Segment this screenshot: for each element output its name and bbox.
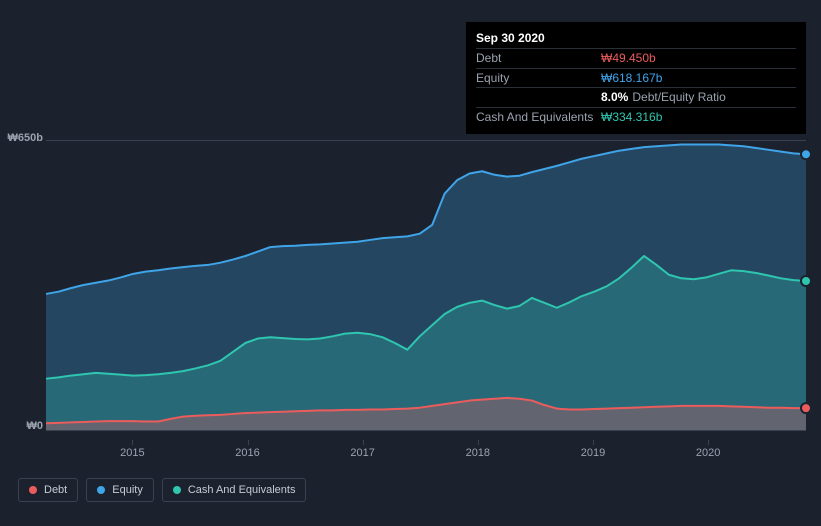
x-tick-label: 2020 (696, 447, 720, 459)
legend-swatch-cash (173, 486, 181, 494)
x-tick-mark (132, 440, 133, 445)
legend-label-equity: Equity (112, 484, 143, 496)
tooltip-debt-row: Debt ₩49.450b (476, 48, 796, 68)
legend: Debt Equity Cash And Equivalents (18, 478, 306, 502)
tooltip-ratio-row: 8.0% Debt/Equity Ratio (476, 87, 796, 107)
legend-item-equity[interactable]: Equity (86, 478, 154, 502)
x-tick-mark (478, 440, 479, 445)
cash-end-marker (801, 276, 811, 286)
x-axis: 2015 2016 2017 2018 2019 2020 (46, 445, 806, 463)
tooltip-date: Sep 30 2020 (476, 30, 601, 47)
x-tick-label: 2015 (120, 447, 144, 459)
legend-swatch-equity (97, 486, 105, 494)
x-tick-label: 2016 (235, 447, 259, 459)
tooltip-ratio: 8.0% Debt/Equity Ratio (601, 89, 726, 106)
legend-swatch-debt (29, 486, 37, 494)
y-axis-min-label: ₩0 (27, 420, 44, 432)
tooltip-equity-row: Equity ₩618.167b (476, 68, 796, 88)
legend-item-debt[interactable]: Debt (18, 478, 78, 502)
chart-tooltip: Sep 30 2020 Debt ₩49.450b Equity ₩618.16… (466, 22, 806, 134)
x-tick-label: 2017 (350, 447, 374, 459)
tooltip-equity-label: Equity (476, 70, 601, 87)
chart-svg (46, 140, 806, 440)
tooltip-ratio-value: 8.0% (601, 90, 628, 104)
tooltip-debt-label: Debt (476, 50, 601, 67)
tooltip-ratio-label: Debt/Equity Ratio (632, 90, 725, 104)
tooltip-debt-value: ₩49.450b (601, 50, 656, 67)
x-tick-label: 2019 (581, 447, 605, 459)
tooltip-ratio-spacer (476, 89, 601, 106)
x-tick-label: 2018 (466, 447, 490, 459)
legend-label-debt: Debt (44, 484, 67, 496)
x-tick-mark (708, 440, 709, 445)
y-axis-max-label: ₩650b (8, 132, 43, 144)
x-tick-mark (593, 440, 594, 445)
legend-item-cash[interactable]: Cash And Equivalents (162, 478, 307, 502)
tooltip-equity-value: ₩618.167b (601, 70, 662, 87)
tooltip-date-row: Sep 30 2020 (476, 29, 796, 48)
debt-end-marker (801, 403, 811, 413)
x-tick-mark (248, 440, 249, 445)
chart-area: ₩650b ₩0 201520162017201820192020 (18, 120, 806, 440)
plot-area[interactable] (46, 140, 806, 440)
legend-label-cash: Cash And Equivalents (188, 484, 296, 496)
equity-end-marker (801, 149, 811, 159)
x-tick-mark (363, 440, 364, 445)
